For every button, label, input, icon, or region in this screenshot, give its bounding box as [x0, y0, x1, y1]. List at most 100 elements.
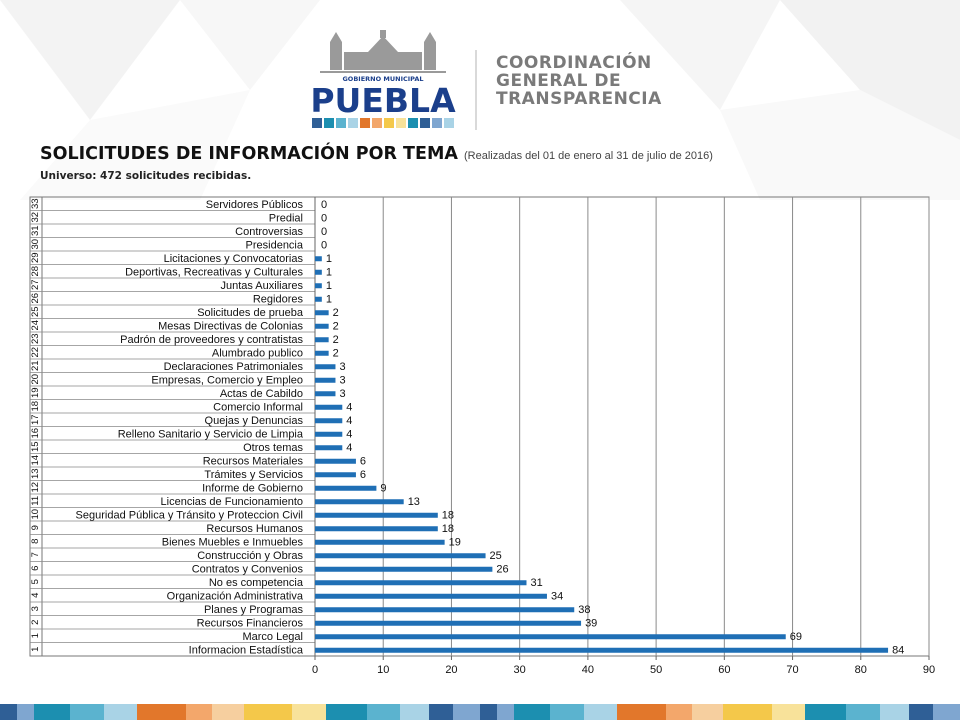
category-label: Regidores: [253, 293, 304, 305]
x-tick-label: 0: [312, 664, 318, 676]
footer-color-block: [549, 704, 584, 720]
index-label: 31: [30, 225, 41, 236]
category-label: Bienes Muebles e Inmuebles: [162, 536, 304, 548]
footer-color-block: [723, 704, 772, 720]
footer-color-block: [185, 704, 213, 720]
value-label: 34: [551, 590, 563, 602]
category-label: Alumbrado publico: [212, 347, 303, 359]
bar: [315, 377, 336, 383]
bar: [315, 256, 322, 262]
category-label: Empresas, Comercio y Empleo: [151, 374, 303, 386]
index-label: 27: [30, 279, 41, 290]
value-label: 0: [321, 199, 327, 211]
bar: [315, 607, 575, 613]
index-label: 6: [30, 566, 41, 571]
bar: [315, 647, 889, 653]
bar: [315, 323, 329, 329]
bar: [315, 499, 404, 505]
index-label: 29: [30, 252, 41, 263]
footer-color-block: [366, 704, 401, 720]
bar: [315, 445, 343, 451]
index-label: 17: [30, 414, 41, 425]
footer-color-block: [400, 704, 430, 720]
background-polygons: [0, 0, 960, 200]
x-tick-label: 50: [650, 664, 662, 676]
value-label: 4: [346, 428, 352, 440]
category-label: Actas de Cabildo: [220, 388, 303, 400]
index-label: 30: [30, 239, 41, 250]
value-label: 2: [333, 320, 339, 332]
value-label: 38: [578, 604, 590, 616]
index-label: 16: [30, 428, 41, 439]
logo-small-text: GOBIERNO MUNICIPAL: [342, 75, 423, 83]
footer-color-block: [243, 704, 292, 720]
index-label: 19: [30, 387, 41, 398]
footer-color-block: [212, 704, 244, 720]
bar: [315, 458, 356, 464]
bar: [315, 553, 486, 559]
x-tick-label: 90: [923, 664, 935, 676]
footer-color-block: [429, 704, 454, 720]
category-label: Recursos Humanos: [206, 523, 303, 535]
category-label: Marco Legal: [242, 631, 303, 643]
value-label: 31: [530, 577, 542, 589]
value-label: 0: [321, 239, 327, 251]
index-label: 4: [30, 593, 41, 598]
category-label: Presidencia: [246, 239, 304, 251]
org-line-2: GENERAL DE: [496, 71, 622, 91]
bar: [315, 539, 445, 545]
bar: [315, 512, 438, 518]
title-main: SOLICITUDES DE INFORMACIÓN POR TEMA: [40, 144, 458, 164]
value-label: 19: [449, 536, 461, 548]
bar: [315, 391, 336, 397]
x-tick-label: 60: [718, 664, 730, 676]
org-line-1: COORDINACIÓN: [496, 53, 652, 73]
index-label: 33: [30, 198, 41, 209]
index-label: 24: [30, 320, 41, 331]
footer-color-block: [33, 704, 70, 720]
index-label: 25: [30, 306, 41, 317]
index-label: 23: [30, 333, 41, 344]
value-label: 6: [360, 469, 366, 481]
index-label: 21: [30, 360, 41, 371]
footer-color-block: [933, 704, 960, 720]
bar: [315, 337, 329, 343]
value-label: 4: [346, 442, 352, 454]
footer-color-block: [880, 704, 910, 720]
slide-title: SOLICITUDES DE INFORMACIÓN POR TEMA (Rea…: [40, 144, 713, 164]
bar: [315, 620, 582, 626]
bar: [315, 310, 329, 316]
footer-color-block: [103, 704, 138, 720]
category-label: Controversias: [235, 226, 303, 238]
x-tick-label: 80: [855, 664, 867, 676]
category-label: Seguridad Pública y Tránsito y Proteccio…: [76, 509, 303, 521]
logo-big-text: PUEBLA: [310, 81, 456, 120]
index-label: 10: [30, 509, 41, 520]
category-label: Informacion Estadística: [189, 644, 304, 656]
footer-color-block: [805, 704, 847, 720]
value-label: 1: [326, 266, 332, 278]
footer-color-block: [617, 704, 666, 720]
footer-color-block: [479, 704, 497, 720]
category-label: Planes y Programas: [204, 604, 304, 616]
value-label: 0: [321, 226, 327, 238]
value-label: 4: [346, 415, 352, 427]
index-label: 1: [30, 647, 41, 652]
footer-color-block: [0, 704, 17, 720]
category-label: Licitaciones y Convocatorias: [164, 253, 304, 265]
index-label: 1: [30, 633, 41, 638]
x-tick-label: 10: [377, 664, 389, 676]
category-label: Trámites y Servicios: [204, 469, 303, 481]
category-label: No es competencia: [209, 577, 304, 589]
value-label: 1: [326, 293, 332, 305]
bar: [315, 364, 336, 370]
category-label: Predial: [269, 212, 303, 224]
footer-color-block: [583, 704, 618, 720]
x-tick-label: 40: [582, 664, 594, 676]
footer-color-block: [496, 704, 514, 720]
footer-color-block: [16, 704, 34, 720]
category-label: Licencias de Funcionamiento: [161, 496, 303, 508]
value-label: 2: [333, 334, 339, 346]
value-label: 3: [339, 374, 345, 386]
x-tick-label: 70: [786, 664, 798, 676]
